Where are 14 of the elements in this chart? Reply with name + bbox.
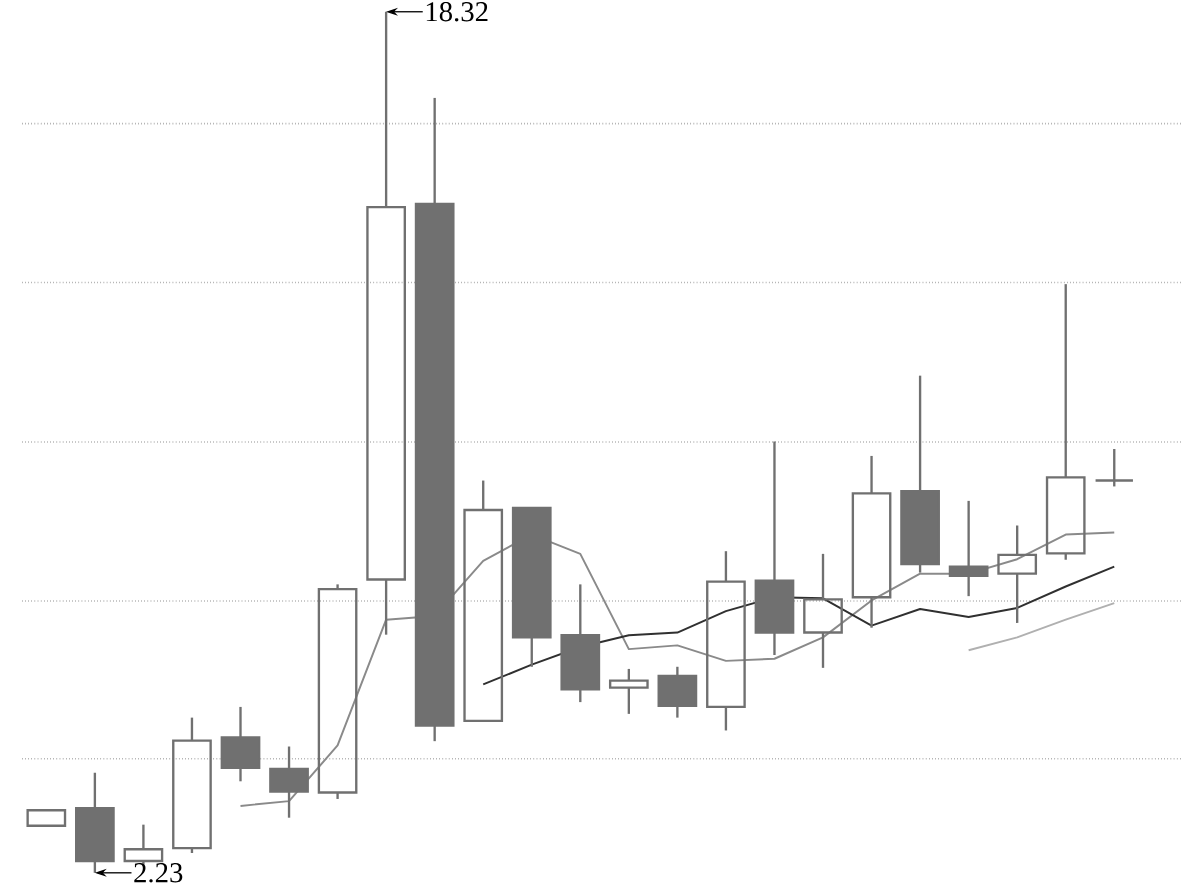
- candlestick: [511, 506, 552, 668]
- candlestick: [803, 552, 843, 669]
- candlestick: [220, 705, 261, 783]
- candlestick: [851, 454, 892, 629]
- annotation: 18.32: [426, 1, 488, 22]
- candlestick: [657, 665, 698, 719]
- candlestick: [754, 440, 795, 656]
- candlestick: [706, 549, 746, 732]
- candlestick: [463, 479, 504, 722]
- candlestick: [997, 524, 1038, 624]
- candlestick: [948, 499, 989, 598]
- annotation: 2.23: [134, 862, 183, 883]
- candlestick: [269, 745, 309, 819]
- candlestick: [26, 808, 67, 827]
